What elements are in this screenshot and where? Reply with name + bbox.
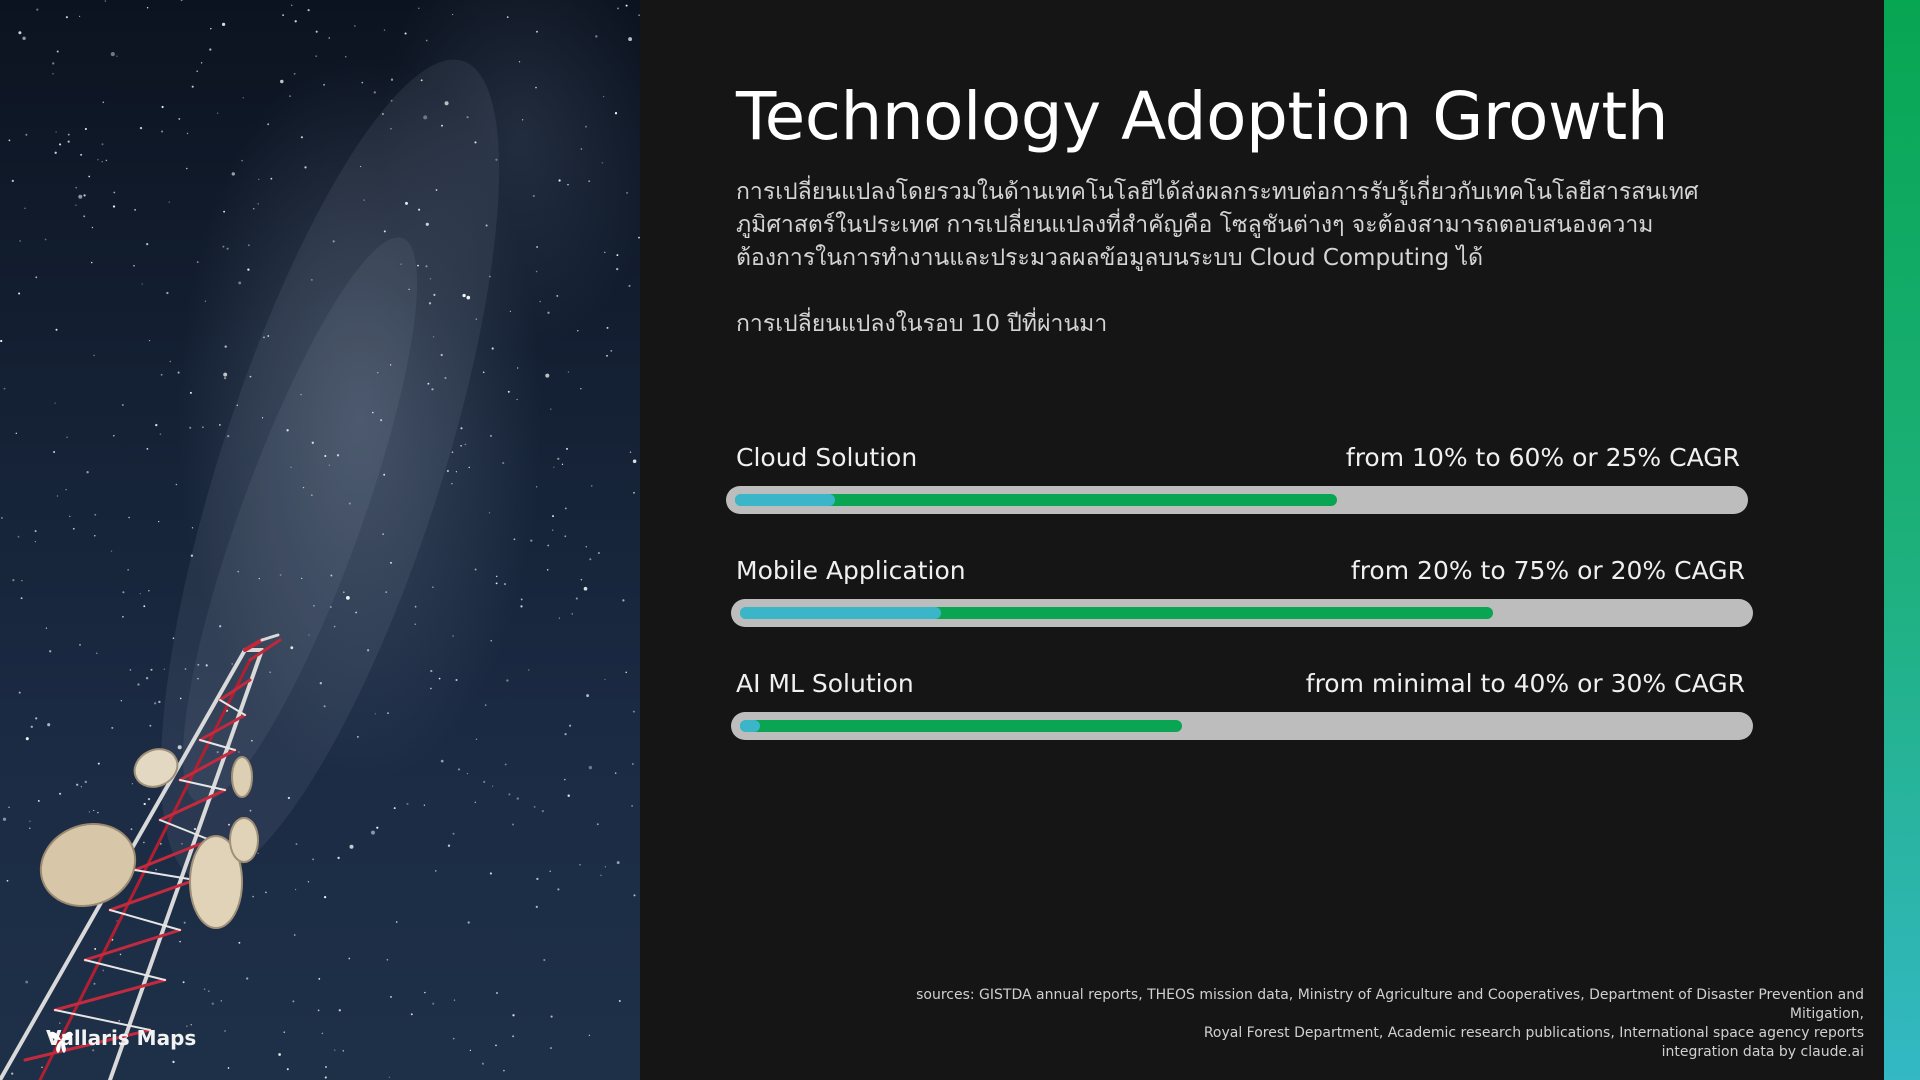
sources-line: sources: GISTDA annual reports, THEOS mi… (916, 987, 1864, 1022)
content-panel: Technology Adoption Growth การเปลี่ยนแปล… (726, 0, 1756, 1080)
telecom-tower-icon (0, 633, 282, 1080)
metric-detail: from 10% to 60% or 25% CAGR (1345, 443, 1740, 472)
metric-detail: from 20% to 75% or 20% CAGR (1350, 556, 1745, 585)
sources-line: integration data by claude.ai (1661, 1044, 1864, 1060)
progress-fill (740, 720, 1182, 732)
night-sky-illustration (0, 0, 640, 1080)
metric-mobile-application: Mobile Application from 20% to 75% or 20… (731, 556, 1753, 627)
progress-baseline (740, 720, 761, 732)
description-line: ภูมิศาสตร์ในประเทศ การเปลี่ยนแปลงที่สำคั… (736, 212, 1654, 238)
progress-track (731, 712, 1753, 740)
description-line: การเปลี่ยนแปลงโดยรวมในด้านเทคโนโลยีได้ส่… (736, 179, 1699, 205)
vallaris-logo-icon (49, 1031, 73, 1053)
metric-label: Mobile Application (736, 556, 966, 585)
telecom-tower-night-sky-photo: Vallaris Maps (0, 0, 640, 1080)
progress-baseline (735, 494, 836, 506)
sources-note: sources: GISTDA annual reports, THEOS mi… (864, 986, 1864, 1062)
metric-label: Cloud Solution (736, 443, 918, 472)
description-line: ต้องการในการทำงานและประมวลผลข้อมูลบนระบบ… (736, 245, 1484, 271)
metric-cloud-solution: Cloud Solution from 10% to 60% or 25% CA… (726, 443, 1748, 514)
logo-text: Vallaris Maps (46, 1026, 197, 1050)
slide-title: Technology Adoption Growth (736, 78, 1669, 155)
metric-ai-ml-solution: AI ML Solution from minimal to 40% or 30… (731, 669, 1753, 740)
accent-strip (1884, 0, 1920, 1080)
progress-baseline (740, 607, 941, 619)
section-subtitle: การเปลี่ยนแปลงในรอบ 10 ปีที่ผ่านมา (736, 311, 1108, 337)
progress-track (731, 599, 1753, 627)
progress-fill (735, 494, 1338, 506)
progress-track (726, 486, 1748, 514)
vallaris-maps-logo: Vallaris Maps (46, 1026, 197, 1053)
metric-label: AI ML Solution (736, 669, 914, 698)
sources-line: Royal Forest Department, Academic resear… (1203, 1025, 1864, 1041)
metric-detail: from minimal to 40% or 30% CAGR (1305, 669, 1745, 698)
description: การเปลี่ยนแปลงโดยรวมในด้านเทคโนโลยีได้ส่… (736, 176, 1746, 275)
